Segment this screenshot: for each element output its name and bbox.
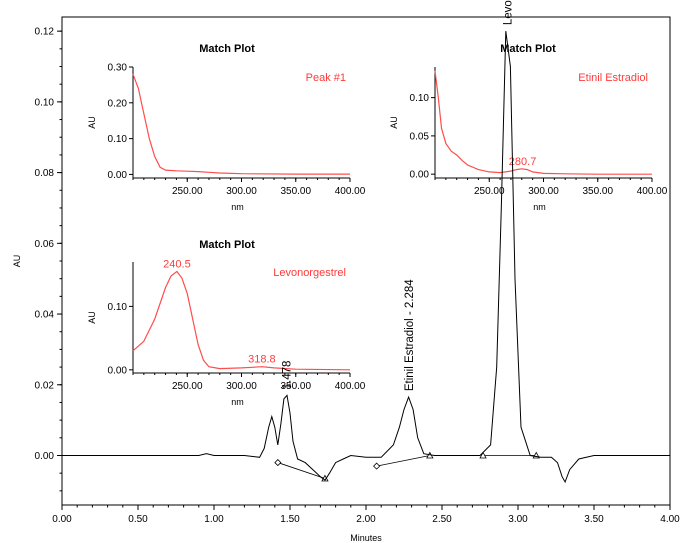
inset-peak-label: 280.7 [509,156,537,168]
x-tick-label: 1.00 [204,514,224,525]
inset-x-label: nm [533,202,546,212]
peak-end-marker [479,451,487,459]
integration-baseline [277,462,326,479]
inset-peak-label: 318.8 [248,354,276,366]
inset-y-tick-label: 0.10 [410,93,430,104]
inset-title: Match Plot [199,239,255,251]
inset-x-tick-label: 350.00 [280,186,311,197]
inset-legend: Peak #1 [306,72,346,84]
x-tick-label: 0.50 [128,514,148,525]
inset-legend: Levonorgestrel [273,267,346,279]
x-tick-label: 3.50 [584,514,604,525]
inset-spectrum-line [132,73,350,175]
x-tick-label: 4.00 [660,514,680,525]
inset-x-tick-label: 300.00 [226,381,257,392]
inset-spectrum-line [132,270,351,371]
inset-x-tick-label: 300.00 [226,186,257,197]
peak-label: 1.478 [282,361,294,390]
inset-peak-label: 240.5 [163,259,191,271]
inset-y-tick-label: 0.00 [108,365,128,376]
inset-x-tick-label: 250.00 [172,381,203,392]
inset-x-tick-label: 400.00 [637,186,668,197]
inset-x-tick-label: 300.00 [528,186,559,197]
inset-legend: Etinil Estradiol [578,72,648,84]
inset-background [88,240,357,406]
x-tick-label: 2.00 [356,514,376,525]
x-tick-label: 2.50 [432,514,452,525]
y-tick-label: 0.10 [35,97,55,108]
inset-y-label: AU [87,311,97,324]
inset-y-tick-label: 0.10 [108,302,128,313]
inset-y-tick-label: 0.30 [108,63,128,74]
inset-x-tick-label: 400.00 [335,381,366,392]
inset-background [390,45,659,211]
y-tick-label: 0.02 [35,380,55,391]
x-tick-label: 3.00 [508,514,528,525]
inset-title: Match Plot [500,43,556,55]
inset-y-tick-label: 0.00 [108,170,128,181]
peak-start-marker [274,458,282,467]
match-plot-inset: Match Plot 250.00 300.00 350.00 400.00 0.00 0.… [87,239,366,407]
inset-x-tick-label: 250.00 [172,186,203,197]
x-tick-label: 0.00 [52,514,72,525]
inset-y-label: AU [87,116,97,129]
inset-y-tick-label: 0.10 [108,134,128,145]
y-tick-label: 0.06 [35,239,55,250]
inset-y-tick-label: 0.05 [410,131,430,142]
x-axis-label: Minutes [350,533,382,543]
match-plot-inset: Match Plot 250.00 300.00 350.00 400.00 0.00 0.… [87,43,366,212]
y-tick-label: 0.12 [35,27,55,38]
peak-start-marker [373,462,381,470]
inset-y-tick-label: 0.00 [410,170,430,181]
inset-background [88,45,357,211]
integration-baseline [376,455,430,467]
match-plot-inset: Match Plot 250.00 300.00 350.00 400.00 0.00 0.… [389,43,668,212]
y-tick-label: 0.00 [35,451,55,462]
y-tick-label: 0.04 [35,310,55,321]
peak-label: Levonorgestrel - 2.930 [502,0,514,25]
inset-y-label: AU [389,116,399,129]
y-tick-label: 0.08 [35,168,55,179]
x-tick-label: 1.50 [280,514,300,525]
inset-x-tick-label: 400.00 [335,186,366,197]
inset-x-tick-label: 250.00 [474,186,505,197]
y-axis-label: AU [12,255,22,268]
inset-x-label: nm [231,202,244,212]
peak-label: Etinil Estradiol - 2.284 [404,279,416,391]
inset-x-tick-label: 350.00 [280,381,311,392]
inset-y-tick-label: 0.20 [108,98,128,109]
inset-title: Match Plot [199,43,255,55]
inset-x-tick-label: 350.00 [582,186,613,197]
inset-spectrum-line [434,70,652,175]
inset-x-label: nm [231,397,244,407]
chromatogram-trace [62,31,670,484]
